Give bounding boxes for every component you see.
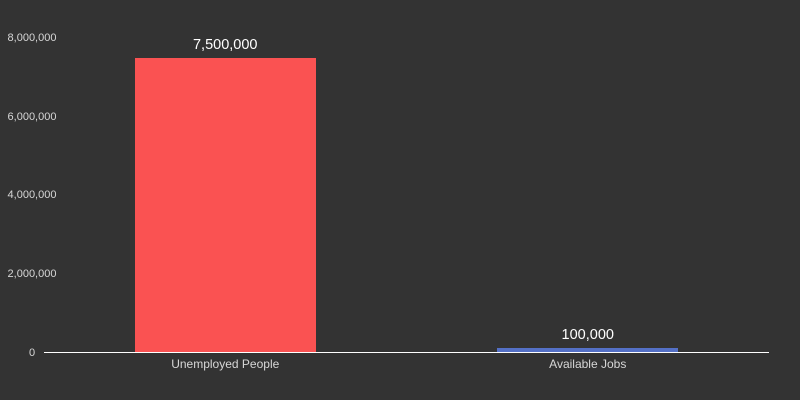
- x-axis-line: [44, 351, 769, 354]
- y-axis-tick-label: 2,000,000: [7, 267, 57, 280]
- x-axis-category-label-available-jobs: Available Jobs: [549, 357, 627, 371]
- y-axis-tick-label: 6,000,000: [7, 110, 57, 123]
- bar-unemployed-people[interactable]: [134, 57, 316, 353]
- bar-available-jobs[interactable]: [497, 347, 679, 353]
- y-axis-tick-label: 8,000,000: [7, 32, 57, 44]
- x-axis-category-label-unemployed-people: Unemployed People: [171, 357, 280, 371]
- y-axis-tick-label: 4,000,000: [7, 189, 57, 202]
- bar-value-label-available-jobs: 100,000: [561, 326, 614, 343]
- bar-value-label-unemployed-people: 7,500,000: [192, 36, 258, 53]
- y-axis-tick-label: 0: [28, 346, 36, 359]
